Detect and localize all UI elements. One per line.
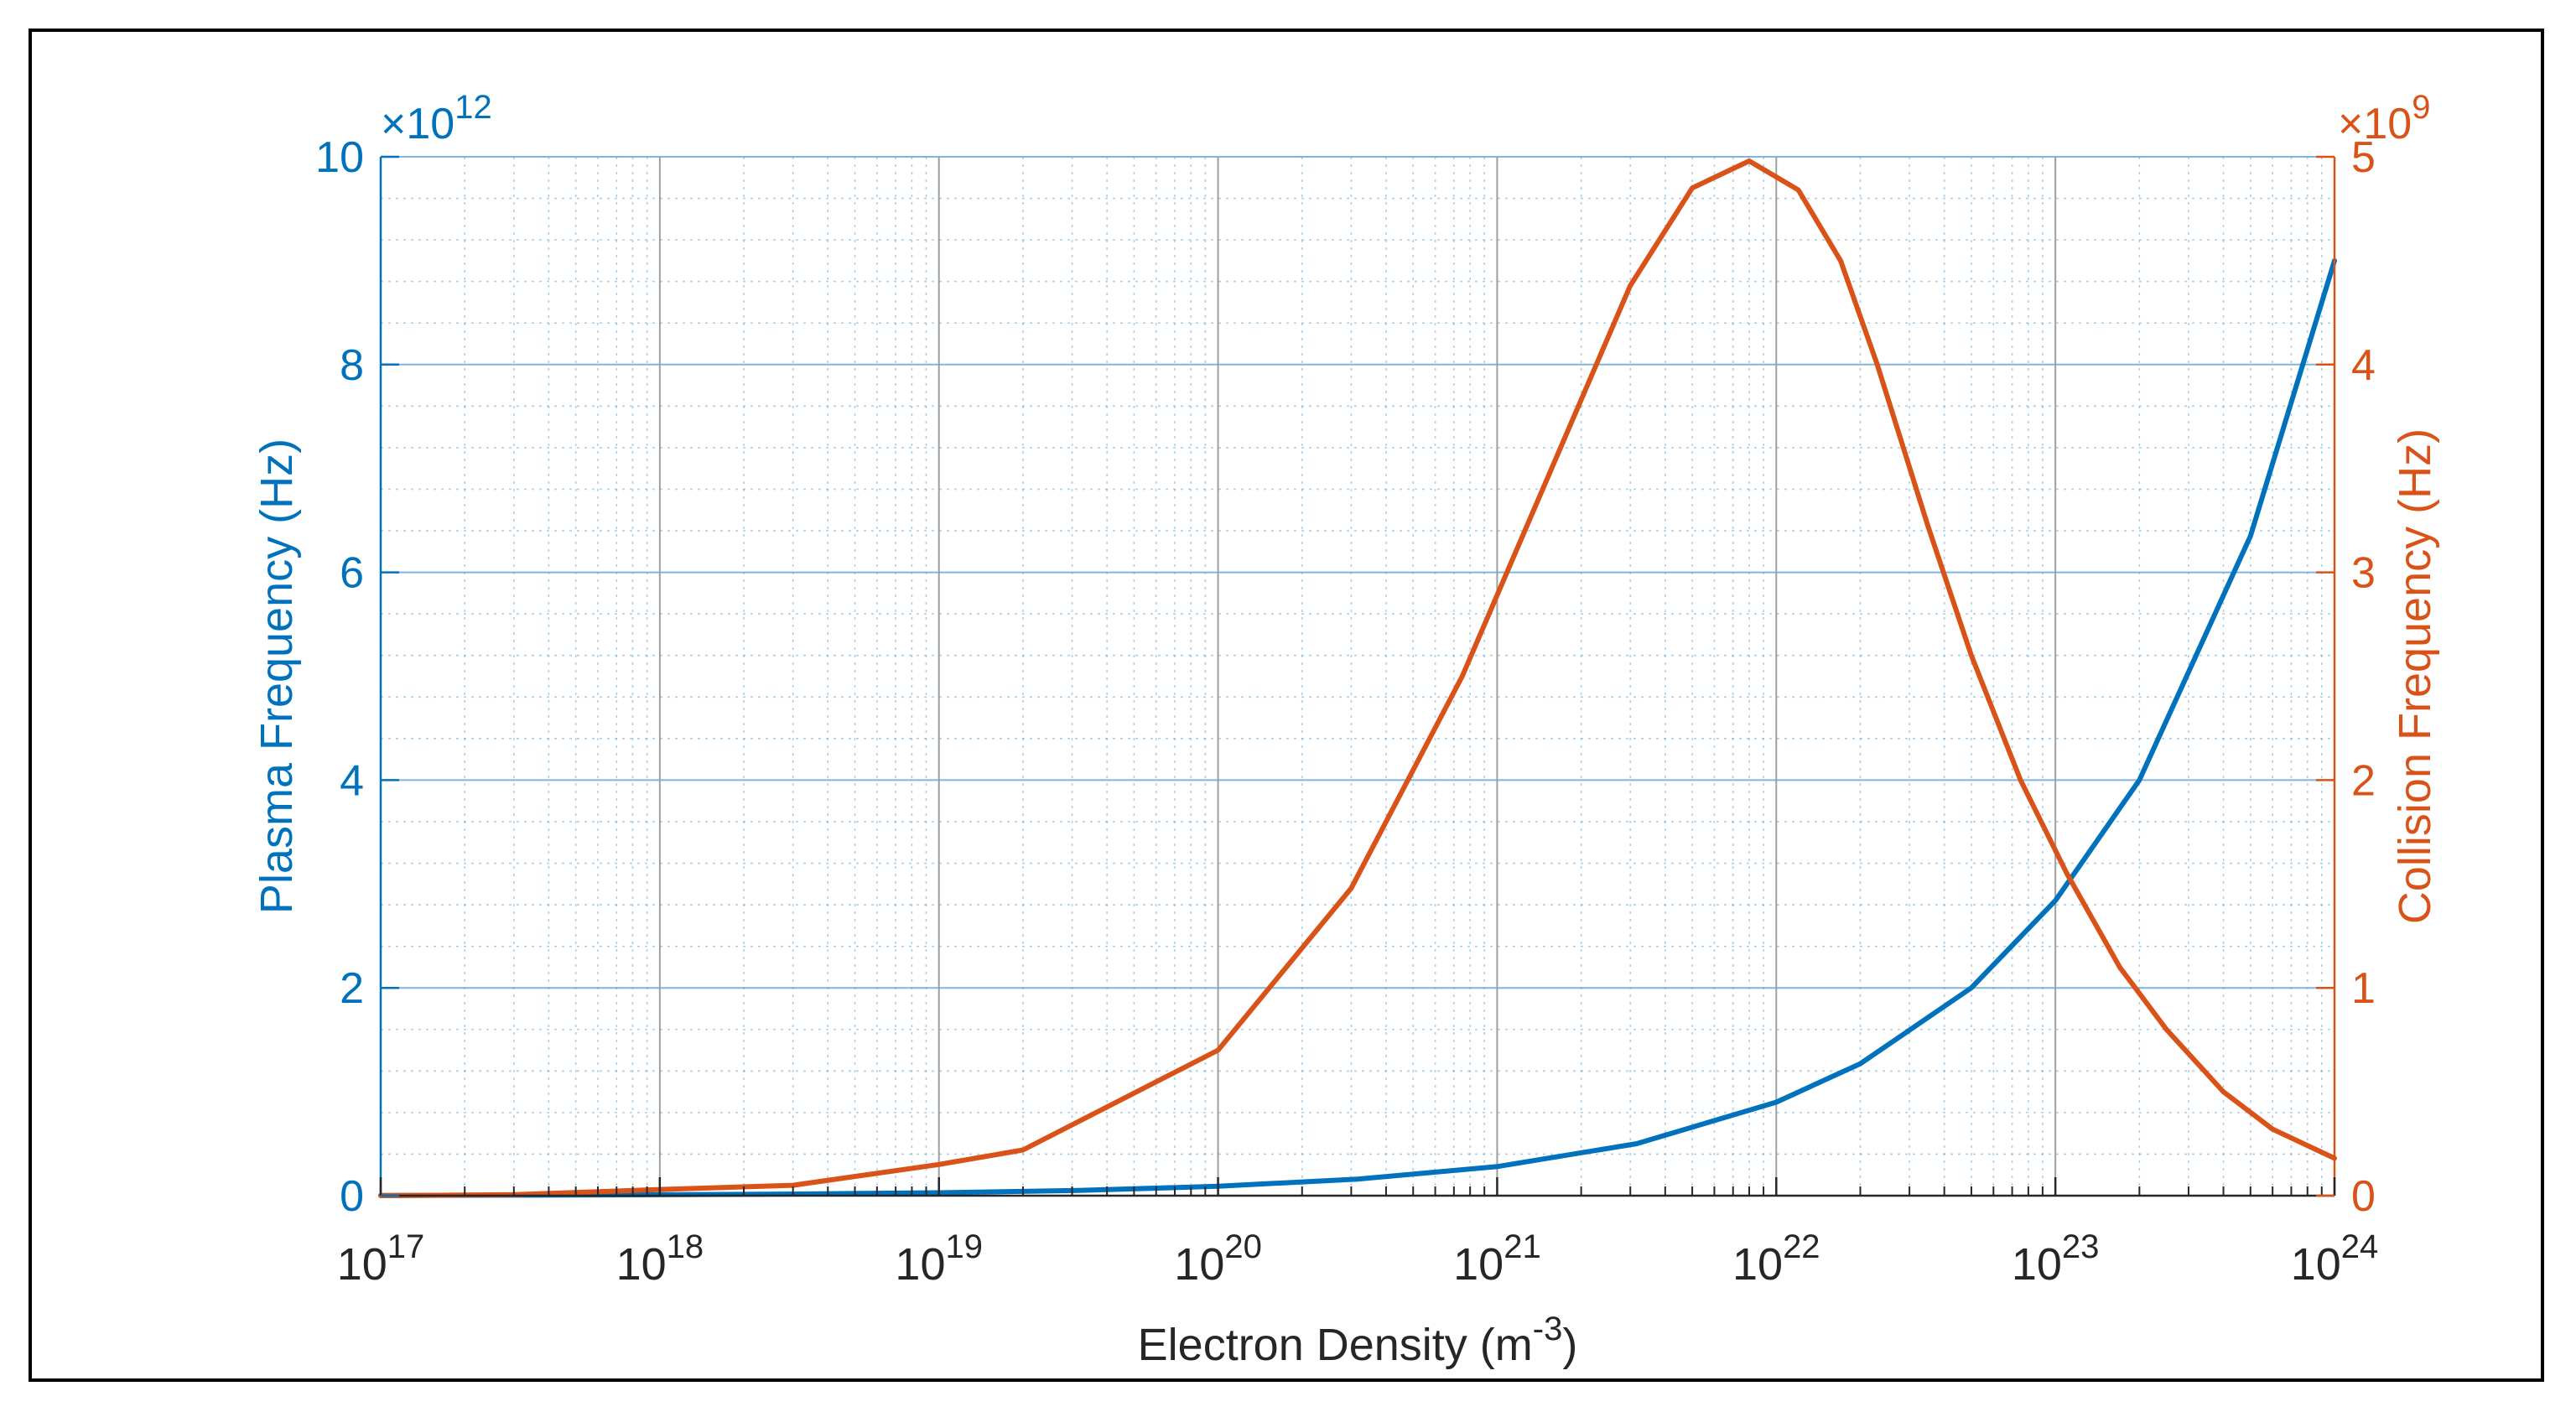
x-tick-label: 1017 xyxy=(337,1228,425,1290)
right-tick-label: 1 xyxy=(2351,964,2376,1013)
left-tick-label: 8 xyxy=(340,341,364,390)
left-tick-label: 2 xyxy=(340,964,364,1013)
left-tick-label: 10 xyxy=(315,133,364,182)
figure-frame: 1017 1018 1019 1020 1021 1022 1023 1024 0 2 4 6 8 10 0… xyxy=(29,29,2544,1382)
series-lines xyxy=(378,158,2337,1198)
axes xyxy=(379,155,2336,1197)
left-tick-label: 0 xyxy=(340,1172,364,1221)
left-axis-multiplier: ×1012 xyxy=(381,89,492,148)
x-tick-label: 1020 xyxy=(1174,1228,1262,1290)
right-tick-label: 5 xyxy=(2351,133,2376,182)
left-tick-label: 6 xyxy=(340,549,364,598)
plasma-frequency-line xyxy=(378,257,2337,1198)
x-tick-label: 1019 xyxy=(895,1228,983,1290)
x-tick-label: 1021 xyxy=(1453,1228,1541,1290)
right-tick-label: 2 xyxy=(2351,756,2376,805)
x-tick-label: 1023 xyxy=(2012,1228,2100,1290)
dual-axis-line-chart: 1017 1018 1019 1020 1021 1022 1023 1024 0 2 4 6 8 10 0… xyxy=(252,89,2440,1370)
right-tick-label: 3 xyxy=(2351,549,2376,598)
left-tick-label: 4 xyxy=(340,756,364,805)
right-tick-label: 4 xyxy=(2351,341,2376,390)
right-axis-multiplier: ×109 xyxy=(2338,89,2430,148)
collision-frequency-line xyxy=(378,158,2337,1198)
major-grid xyxy=(380,156,2335,1197)
minor-grid xyxy=(381,157,2334,1196)
right-tick-label: 0 xyxy=(2351,1172,2376,1221)
left-axis-label: Plasma Frequency (Hz) xyxy=(252,439,302,914)
right-axis-label: Collision Frequency (Hz) xyxy=(2390,428,2440,924)
x-tick-label: 1022 xyxy=(1732,1228,1820,1290)
x-tick-label: 1024 xyxy=(2291,1228,2379,1290)
axis-labels: 1017 1018 1019 1020 1021 1022 1023 1024 0 2 4 6 8 10 0… xyxy=(252,89,2440,1370)
x-axis-label: Electron Density (m-3) xyxy=(1138,1311,1578,1370)
x-tick-label: 1018 xyxy=(616,1228,704,1290)
